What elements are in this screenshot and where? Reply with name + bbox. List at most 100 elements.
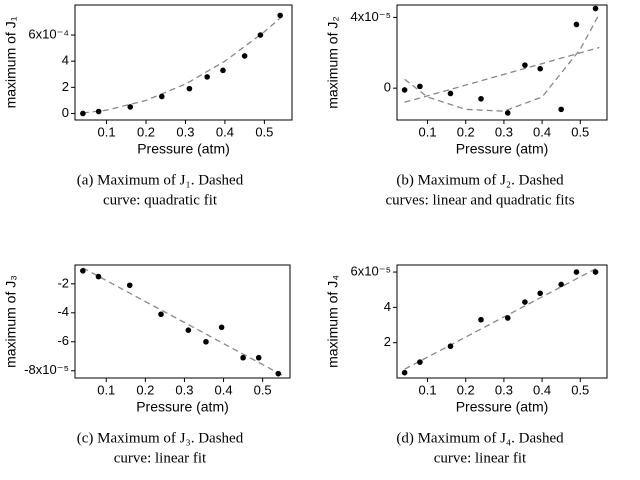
y-tick-label: -8x10⁻⁵	[24, 362, 69, 377]
x-tick-label: 0.4	[533, 124, 551, 139]
data-point	[126, 282, 133, 289]
data-point	[592, 269, 599, 275]
x-axis-title: Pressure (atm)	[456, 399, 549, 415]
data-point	[504, 110, 511, 116]
x-tick-label: 0.2	[457, 382, 475, 397]
data-point	[255, 354, 262, 361]
y-tick-label: 6x10⁻⁴	[28, 26, 69, 41]
data-point	[504, 315, 511, 321]
x-tick-label: 0.5	[571, 124, 589, 139]
x-tick-label: 0.4	[215, 382, 233, 397]
y-tick-label: 6x10⁻⁵	[351, 264, 391, 279]
fit-curve	[82, 14, 285, 114]
data-point	[592, 5, 599, 12]
data-point	[203, 338, 209, 345]
fit-curve	[404, 46, 600, 103]
fit-curve	[82, 267, 283, 376]
y-tick-label: 4	[62, 53, 69, 68]
y-tick-label: 4x10⁻⁵	[351, 9, 391, 24]
caption: curve: linear fit	[434, 450, 527, 466]
data-point	[573, 269, 580, 275]
y-tick-label: 2	[62, 79, 69, 94]
x-tick-label: 0.3	[175, 382, 193, 397]
data-point	[401, 87, 408, 93]
y-axis-title: maximum of J₁	[3, 16, 19, 108]
data-point	[95, 108, 102, 115]
caption: curves: linear and quadratic fits	[385, 192, 574, 208]
data-point	[447, 343, 454, 350]
data-point	[537, 290, 543, 297]
data-point	[158, 311, 164, 318]
data-point	[80, 110, 86, 117]
x-tick-label: 0.4	[533, 382, 551, 397]
x-tick-label: 0.1	[97, 382, 115, 397]
x-tick-label: 0.4	[216, 124, 234, 139]
y-tick-label: -6	[57, 333, 69, 348]
x-tick-label: 0.3	[495, 124, 513, 139]
x-tick-label: 0.2	[457, 124, 475, 139]
data-point	[80, 267, 86, 274]
data-point	[417, 359, 423, 365]
data-point	[522, 62, 528, 68]
plot-frame	[74, 4, 293, 121]
data-point	[95, 273, 102, 280]
data-point	[478, 95, 484, 102]
data-point	[240, 354, 246, 361]
data-point	[447, 90, 454, 97]
x-tick-label: 0.1	[419, 124, 437, 139]
y-tick-label: 0	[62, 105, 69, 120]
data-point	[185, 327, 192, 333]
x-tick-label: 0.5	[571, 382, 589, 397]
data-point	[478, 316, 484, 323]
plot-frame	[74, 264, 291, 379]
data-point	[159, 93, 165, 100]
y-axis-title: maximum of J₂	[325, 16, 341, 109]
data-point	[220, 67, 226, 74]
y-tick-label: 0	[384, 80, 391, 95]
y-tick-label: -2	[57, 275, 69, 290]
data-point	[573, 21, 580, 28]
data-point	[218, 324, 225, 331]
x-tick-label: 0.2	[137, 124, 155, 139]
x-tick-label: 0.3	[176, 124, 194, 139]
y-tick-label: 4	[384, 299, 391, 314]
x-axis-title: Pressure (atm)	[136, 399, 229, 415]
x-tick-label: 0.3	[495, 382, 513, 397]
caption: (c) Maximum of J₃. Dashed	[77, 430, 244, 446]
data-point	[241, 53, 248, 59]
fit-curve	[404, 13, 600, 112]
y-axis-title: maximum of J₃	[3, 275, 19, 368]
data-point	[401, 369, 408, 376]
data-point	[204, 74, 210, 80]
data-point	[558, 281, 564, 288]
x-axis-title: Pressure (atm)	[456, 141, 549, 157]
x-axis-title: Pressure (atm)	[137, 141, 230, 157]
data-point	[537, 65, 543, 72]
data-point	[127, 104, 134, 110]
x-tick-label: 0.5	[255, 124, 273, 139]
caption: curve: linear fit	[114, 450, 207, 466]
y-axis-title: maximum of J₄	[325, 275, 341, 368]
data-point	[257, 32, 264, 38]
x-tick-label: 0.5	[254, 382, 272, 397]
data-point	[558, 106, 564, 113]
x-tick-label: 0.2	[136, 382, 154, 397]
y-tick-label: 2	[384, 334, 391, 349]
caption: (b) Maximum of J₂. Dashed	[396, 172, 564, 188]
data-point	[275, 370, 282, 377]
data-point	[417, 83, 423, 90]
fit-curve	[404, 266, 600, 370]
data-point	[522, 299, 528, 305]
data-point	[277, 12, 283, 19]
caption: (d) Maximum of J₄. Dashed	[396, 430, 564, 446]
x-tick-label: 0.1	[419, 382, 437, 397]
caption: (a) Maximum of J₁. Dashed	[77, 172, 244, 188]
data-point	[186, 85, 193, 92]
y-tick-label: -4	[57, 304, 69, 319]
plot-frame	[396, 4, 608, 121]
plot-frame	[396, 264, 608, 379]
x-tick-label: 0.1	[98, 124, 116, 139]
caption: curve: quadratic fit	[103, 192, 218, 208]
